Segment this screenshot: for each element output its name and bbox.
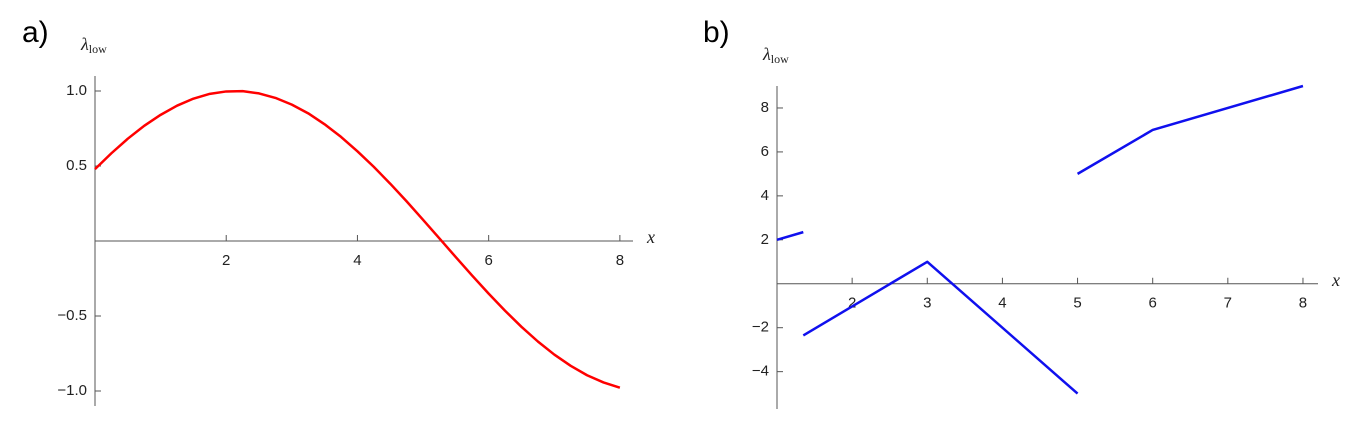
x-tick-label: 2: [222, 252, 230, 269]
y-tick-label: −0.5: [57, 307, 87, 324]
y-label-subscript: low: [771, 52, 789, 66]
y-tick-label: 1.0: [66, 82, 87, 99]
x-tick-label: 8: [616, 252, 624, 269]
y-label-symbol: λ: [762, 44, 771, 64]
x-tick-label: 6: [1149, 295, 1157, 312]
x-axis-label: x: [1331, 270, 1340, 290]
y-label-symbol: λ: [80, 34, 89, 54]
y-tick-label: 4: [761, 187, 769, 204]
y-axis-label: λlow: [762, 44, 789, 66]
x-tick-label: 7: [1224, 295, 1232, 312]
y-tick-label: −1.0: [57, 382, 87, 399]
y-tick-label: 6: [761, 143, 769, 160]
x-tick-label: 5: [1073, 295, 1081, 312]
x-tick-label: 4: [353, 252, 361, 269]
x-tick-label: 2: [848, 295, 856, 312]
x-axis-label: x: [646, 227, 655, 247]
data-line: [94, 89, 621, 389]
y-tick-label: −4: [752, 363, 769, 380]
y-axis-label: λlow: [80, 34, 107, 56]
x-tick-label: 6: [484, 252, 492, 269]
x-tick-label: 3: [923, 295, 931, 312]
y-tick-label: 2: [761, 231, 769, 248]
panel-label: a): [22, 16, 49, 49]
x-tick-label: 8: [1299, 295, 1307, 312]
y-tick-label: −2: [752, 319, 769, 336]
data-line: [776, 84, 1304, 395]
y-tick-label: 0.5: [66, 157, 87, 174]
y-label-subscript: low: [89, 42, 107, 56]
panel-label: b): [703, 16, 730, 49]
x-tick-label: 4: [998, 295, 1006, 312]
y-tick-label: 8: [761, 99, 769, 116]
